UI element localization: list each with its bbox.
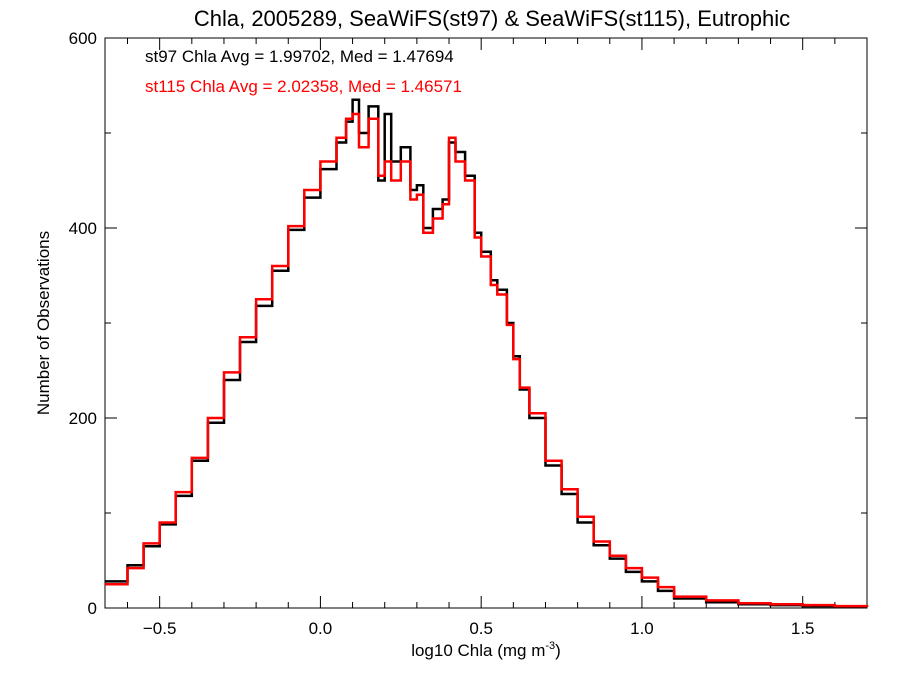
series-st115-line — [105, 112, 869, 608]
x-tick-label: 1.5 — [791, 619, 815, 638]
x-tick-label: 0.5 — [469, 619, 493, 638]
y-tick-label: 400 — [69, 219, 97, 238]
y-axis-label: Number of Observations — [34, 231, 53, 415]
tick-labels: −0.5 0.0 0.5 1.0 1.5 0 200 400 600 — [69, 29, 815, 638]
legend-entry-st97: st97 Chla Avg = 1.99702, Med = 1.47694 — [145, 47, 454, 66]
plot-frame — [104, 37, 868, 609]
y-tick-label: 200 — [69, 409, 97, 428]
x-tick-label: −0.5 — [143, 619, 177, 638]
x-axis-label-main: log10 Chla (mg m — [411, 641, 545, 660]
x-axis-label: log10 Chla (mg m-3) — [411, 640, 561, 660]
x-axis-label-superscript: -3 — [545, 640, 555, 652]
axis-ticks — [105, 37, 868, 609]
series-st97-line — [105, 98, 867, 609]
chart-title: Chla, 2005289, SeaWiFS(st97) & SeaWiFS(s… — [194, 6, 790, 31]
x-axis-label-close: ) — [555, 641, 561, 660]
series-group — [105, 98, 869, 609]
legend-entry-st115: st115 Chla Avg = 2.02358, Med = 1.46571 — [145, 77, 462, 96]
y-tick-label: 600 — [69, 29, 97, 48]
y-tick-label: 0 — [88, 599, 97, 618]
x-tick-label: 0.0 — [309, 619, 333, 638]
x-tick-label: 1.0 — [630, 619, 654, 638]
